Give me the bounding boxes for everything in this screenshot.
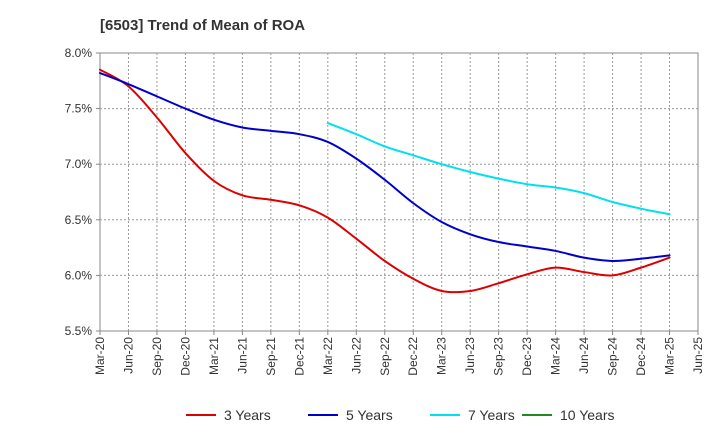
legend: 3 Years 5 Years 7 Years 10 Years — [186, 407, 615, 423]
x-axis-ticks: Mar-20 Jun-20 Sep-20 Dec-20 Mar-21 Jun-21 Sep-… — [93, 331, 705, 376]
series-line-3-years — [99, 68, 671, 294]
x-tick-label: Dec-21 — [292, 337, 306, 376]
x-tick-label: Sep-23 — [492, 337, 506, 376]
x-tick-label: Mar-25 — [663, 337, 677, 375]
x-tick-label: Mar-21 — [207, 337, 221, 375]
x-tick-label: Jun-25 — [691, 337, 705, 374]
x-tick-label: Jun-20 — [121, 337, 135, 374]
x-tick-label: Sep-22 — [378, 337, 392, 376]
x-tick-label: Jun-23 — [463, 337, 477, 374]
x-tick-label: Jun-21 — [235, 337, 249, 374]
y-axis-ticks: 5.5% 6.0% 6.5% 7.0% 7.5% 8.0% — [65, 46, 100, 338]
legend-label-3-years: 3 Years — [224, 407, 271, 423]
x-tick-label: Mar-20 — [93, 337, 107, 375]
x-tick-label: Dec-20 — [178, 337, 192, 376]
legend-label-7-years: 7 Years — [468, 407, 515, 423]
x-tick-label: Jun-22 — [349, 337, 363, 374]
y-tick-label: 6.5% — [65, 213, 93, 227]
legend-label-10-years: 10 Years — [560, 407, 615, 423]
x-tick-label: Jun-24 — [577, 337, 591, 374]
y-tick-label: 5.5% — [65, 324, 93, 338]
x-tick-label: Dec-24 — [634, 337, 648, 376]
x-tick-label: Mar-24 — [549, 337, 563, 375]
x-tick-label: Mar-22 — [321, 337, 335, 375]
series-line-7-years — [326, 122, 671, 216]
x-tick-label: Sep-21 — [264, 337, 278, 376]
x-tick-label: Sep-24 — [606, 337, 620, 376]
x-tick-label: Dec-22 — [406, 337, 420, 376]
y-tick-label: 7.0% — [65, 157, 93, 171]
x-tick-label: Sep-20 — [150, 337, 164, 376]
series-layer — [99, 68, 671, 294]
series-line-5-years — [99, 72, 671, 262]
legend-label-5-years: 5 Years — [346, 407, 393, 423]
y-tick-label: 6.0% — [65, 268, 93, 282]
x-tick-label: Dec-23 — [520, 337, 534, 376]
chart-title: [6503] Trend of Mean of ROA — [100, 17, 305, 34]
x-tick-label: Mar-23 — [435, 337, 449, 375]
y-tick-label: 8.0% — [65, 46, 93, 60]
y-tick-label: 7.5% — [65, 102, 93, 116]
